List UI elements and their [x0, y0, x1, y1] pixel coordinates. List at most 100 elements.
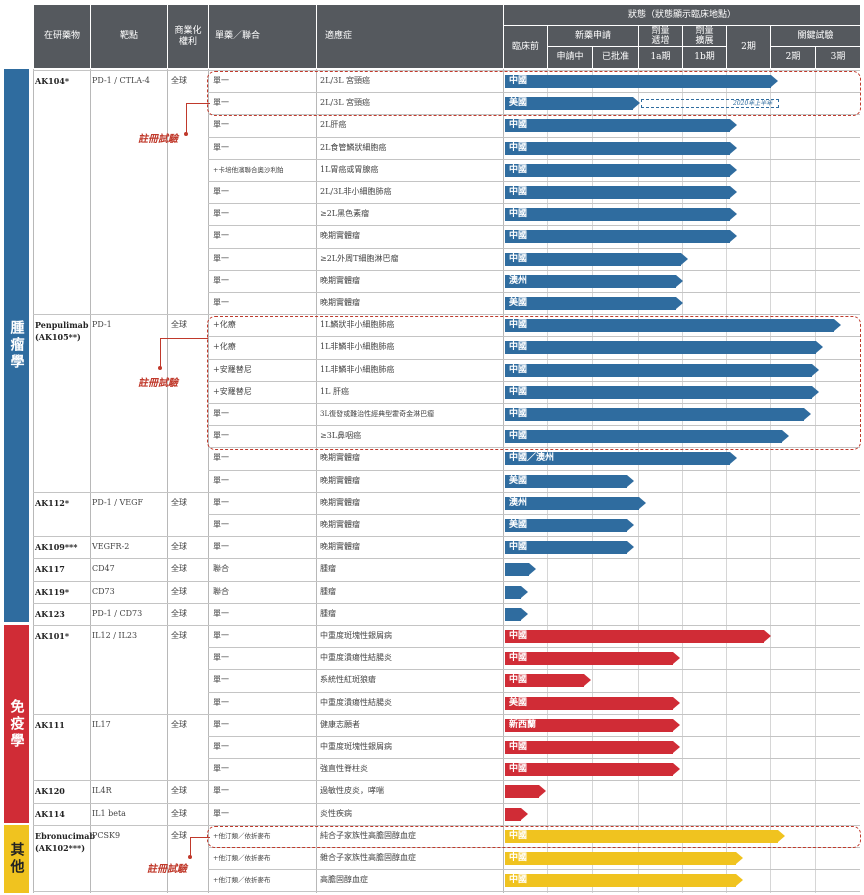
row-divider	[33, 558, 860, 559]
register-leader-ak104	[186, 103, 188, 134]
stage-divider	[682, 69, 683, 893]
drug-name: AK111	[35, 720, 65, 730]
drug-target: PCSK9	[92, 831, 121, 840]
progress-bar	[505, 785, 546, 798]
row-indication: 過敏性皮炎，哮喘	[320, 786, 384, 795]
row-indication: ≥2L黑色素瘤	[320, 209, 370, 218]
row-divider	[208, 514, 860, 515]
header-mode: 單藥／聯合	[209, 5, 316, 68]
row-divider	[208, 292, 860, 293]
row-divider	[208, 403, 860, 404]
row-indication: 系統性紅斑狼瘡	[320, 675, 376, 684]
row-indication: 腫瘤	[320, 564, 336, 573]
progress-bar: 中國	[505, 674, 591, 687]
stage-divider	[638, 69, 639, 893]
drug-rights: 全球	[171, 609, 187, 618]
row-divider	[208, 137, 860, 138]
row-mode: 單一	[213, 254, 229, 263]
drug-rights: 全球	[171, 720, 187, 729]
row-indication: ≥3L鼻咽癌	[320, 431, 362, 440]
header-phase-2: 2期	[727, 26, 770, 68]
register-box-ebronucimab	[207, 826, 861, 848]
row-mode: +安羅替尼	[213, 387, 252, 396]
progress-bar: 中國	[505, 763, 680, 776]
row-mode: 單一	[213, 786, 229, 795]
progress-bar: 美國	[505, 519, 634, 532]
row-indication: 1L胃癌或胃腺癌	[320, 165, 379, 174]
progress-bar: 中國	[505, 386, 819, 399]
drug-target: VEGFR-2	[92, 542, 130, 551]
row-divider	[208, 447, 860, 448]
progress-bar: 美國	[505, 475, 634, 488]
row-indication: 晚期實體瘤	[320, 498, 360, 507]
progress-bar: 美國	[505, 97, 640, 110]
drug-target: CD73	[92, 587, 115, 596]
header-dose-escalation: 劑量 遞增	[639, 26, 682, 46]
row-indication: 強直性脊柱炎	[320, 764, 368, 773]
row-mode: +化療	[213, 320, 236, 329]
progress-bar: 中國／澳州	[505, 452, 737, 465]
progress-bar: 中國	[505, 830, 785, 843]
header-dose-expansion: 劑量 擴展	[683, 26, 726, 46]
row-indication: 2L食管鱗狀細胞癌	[320, 143, 387, 152]
drug-rights: 全球	[171, 587, 187, 596]
progress-bar: 新西蘭	[505, 719, 680, 732]
row-divider	[33, 581, 860, 582]
row-indication: 2L肝癌	[320, 120, 347, 129]
register-leader-penpulimab-h	[160, 338, 208, 340]
row-divider	[208, 203, 860, 204]
progress-bar: 中國	[505, 852, 743, 865]
register-leader-ak104-h	[186, 103, 210, 105]
header-drug: 在研藥物	[34, 5, 90, 68]
row-divider	[33, 314, 860, 315]
row-mode: 單一	[213, 498, 229, 507]
progress-bar	[505, 586, 528, 599]
row-divider	[208, 248, 860, 249]
row-indication: ≥2L外周T細胞淋巴瘤	[320, 254, 399, 263]
header-pivotal-phase-2: 2期	[771, 47, 815, 68]
row-indication: 晚期實體瘤	[320, 276, 360, 285]
row-mode: 單一	[213, 298, 229, 307]
row-mode: +他汀類／依折麥布	[213, 854, 271, 862]
row-indication: 晚期實體瘤	[320, 542, 360, 551]
row-mode: 單一	[213, 476, 229, 485]
progress-bar: 中國	[505, 119, 737, 132]
row-divider	[208, 114, 860, 115]
row-indication: 高膽固醇血症	[320, 875, 368, 884]
row-divider	[208, 470, 860, 471]
register-leader-ebronucimab-h	[190, 837, 210, 839]
header-indication: 適應症	[317, 5, 503, 68]
register-leader-ebronucimab	[190, 837, 192, 857]
header-nda-approved: 已批准	[593, 47, 638, 68]
row-divider	[208, 270, 860, 271]
row-mode: +他汀類／依折麥布	[213, 876, 271, 884]
drug-target: IL17	[92, 720, 111, 729]
row-divider	[208, 181, 860, 182]
row-divider	[33, 891, 860, 892]
row-mode: 單一	[213, 431, 229, 440]
row-divider	[208, 381, 860, 382]
row-mode: 單一	[213, 231, 229, 240]
header-target: 靶點	[91, 5, 167, 68]
register-label-ak104: 註冊試驗	[138, 134, 178, 145]
stage-divider	[770, 69, 771, 893]
drug-rights: 全球	[171, 631, 187, 640]
drug-rights: 全球	[171, 76, 187, 85]
drug-rights: 全球	[171, 786, 187, 795]
drug-name: Penpulimab	[35, 320, 89, 330]
row-indication: 純合子家族性高膽固醇血症	[320, 831, 416, 840]
column-divider	[208, 69, 209, 893]
register-dot-ebronucimab	[188, 855, 192, 859]
row-indication: 2L/3L 宮頸癌	[320, 76, 371, 85]
drug-rights: 全球	[171, 542, 187, 551]
row-indication: 晚期實體瘤	[320, 298, 360, 307]
row-mode: +化療	[213, 342, 236, 351]
progress-bar	[505, 808, 528, 821]
progress-bar: 中國	[505, 253, 688, 266]
row-divider	[33, 492, 860, 493]
section-immunology: 免疫學	[4, 625, 29, 823]
row-divider	[33, 780, 860, 781]
row-divider	[33, 70, 860, 71]
row-indication: 晚期實體瘤	[320, 231, 360, 240]
drug-name: Ebronucimab	[35, 831, 96, 841]
